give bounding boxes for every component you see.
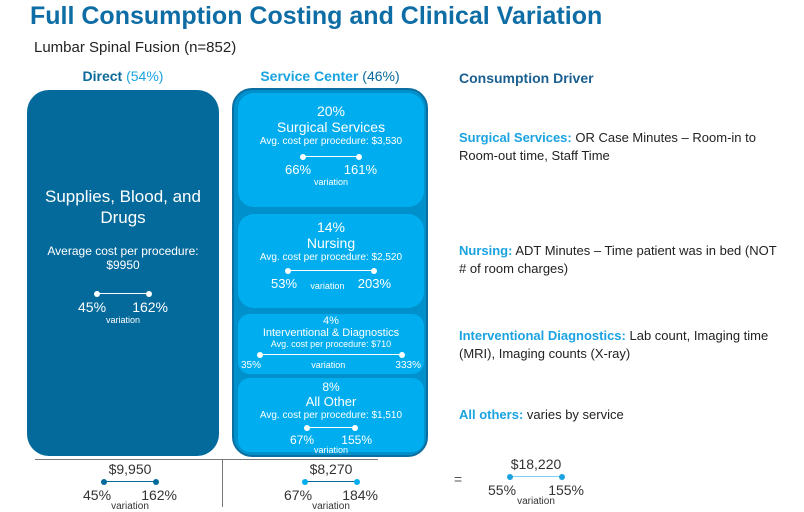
total-variation: variation <box>312 501 350 512</box>
total-low: 55% <box>488 482 517 498</box>
total-high: 162% <box>141 487 177 503</box>
total-low: 45% <box>83 487 112 503</box>
block-nursing: 14% Nursing Avg. cost per procedure: $2,… <box>238 214 424 308</box>
driver-text: Lab count, Imaging time (MRI), Imaging c… <box>459 328 769 361</box>
block-low: 35% <box>241 360 262 371</box>
block-cost: Avg. cost per procedure: $3,530 <box>259 136 403 147</box>
total-amount: $9,950 <box>108 461 152 477</box>
direct-header: Direct (54%) <box>27 68 219 84</box>
service-center-pct: (46%) <box>362 68 400 84</box>
range-line <box>285 266 377 276</box>
block-name: Interventional & Diagnostics <box>262 327 400 339</box>
direct-high: 162% <box>132 299 168 315</box>
range-line <box>101 477 159 487</box>
direct-range-line <box>94 289 152 299</box>
total-low: 67% <box>284 487 313 503</box>
direct-variation-label: variation <box>105 315 141 325</box>
driver-surgical-services: Surgical Services: OR Case Minutes – Roo… <box>459 129 789 165</box>
block-high: 155% <box>341 433 372 447</box>
total-amount: $18,220 <box>510 456 562 472</box>
total-variation: variation <box>111 501 149 512</box>
driver-label: Nursing: <box>459 243 513 258</box>
block-variation: variation <box>313 177 349 187</box>
total-high: 184% <box>342 487 378 503</box>
drivers-heading: Consumption Driver <box>459 70 594 86</box>
service-center-header: Service Center (46%) <box>232 68 428 84</box>
direct-low: 45% <box>78 299 107 315</box>
block-pct: 8% <box>322 380 340 394</box>
direct-box: Supplies, Blood, and Drugs Average cost … <box>27 90 219 456</box>
direct-cost-label: Average cost per procedure: <box>47 244 199 258</box>
total-high: 155% <box>548 482 584 498</box>
block-cost: Avg. cost per procedure: $1,510 <box>259 410 403 421</box>
direct-cost: $9950 <box>106 258 140 272</box>
driver-interventional-diagnostics: Interventional Diagnostics: Lab count, I… <box>459 327 779 363</box>
driver-text: ADT Minutes – Time patient was in bed (N… <box>459 243 777 276</box>
block-low: 66% <box>285 162 312 177</box>
driver-all-others: All others: varies by service <box>459 406 779 424</box>
range-line <box>300 152 362 162</box>
total-variation: variation <box>517 496 555 507</box>
block-high: 203% <box>357 276 391 291</box>
driver-label: Interventional Diagnostics: <box>459 328 626 343</box>
page-subtitle: Lumbar Spinal Fusion (n=852) <box>34 39 237 56</box>
block-pct: 20% <box>316 103 346 119</box>
driver-text: varies by service <box>523 407 624 422</box>
block-variation: variation <box>310 281 345 291</box>
driver-label: Surgical Services: <box>459 130 572 145</box>
range-line <box>304 423 358 433</box>
service-center-label: Service Center <box>260 68 359 84</box>
range-line <box>302 477 360 487</box>
block-low: 53% <box>271 276 298 291</box>
equals-sign: = <box>454 471 463 487</box>
totals-column-divider <box>222 460 223 507</box>
block-name: Surgical Services <box>276 119 386 135</box>
block-variation: variation <box>311 360 346 370</box>
total-overall: $18,220 55% 155% variation <box>481 456 591 507</box>
block-high: 333% <box>395 360 421 371</box>
total-direct: $9,950 45% 162% variation <box>75 461 185 512</box>
total-amount: $8,270 <box>309 461 353 477</box>
driver-text: OR Case Minutes – Room-in to Room-out ti… <box>459 130 756 163</box>
block-pct: 14% <box>316 219 346 235</box>
block-name: All Other <box>305 394 357 409</box>
page-title: Full Consumption Costing and Clinical Va… <box>30 2 603 30</box>
range-line <box>507 472 565 482</box>
driver-nursing: Nursing: ADT Minutes – Time patient was … <box>459 242 779 278</box>
block-name: Nursing <box>306 235 356 251</box>
totals-divider <box>35 459 378 460</box>
block-cost: Avg. cost per procedure: $2,520 <box>259 252 403 263</box>
block-all-other: 8% All Other Avg. cost per procedure: $1… <box>238 378 424 455</box>
block-low: 67% <box>290 433 315 447</box>
block-cost: Avg. cost per procedure: $710 <box>270 339 392 349</box>
block-variation: variation <box>313 445 349 455</box>
driver-label: All others: <box>459 407 524 422</box>
block-pct: 4% <box>323 315 339 327</box>
service-center-box: 20% Surgical Services Avg. cost per proc… <box>232 88 428 457</box>
range-line <box>257 350 405 360</box>
block-surgical-services: 20% Surgical Services Avg. cost per proc… <box>238 93 424 207</box>
total-service-center: $8,270 67% 184% variation <box>276 461 386 512</box>
direct-label: Direct <box>82 68 123 84</box>
direct-category: Supplies, Blood, and Drugs <box>45 187 201 227</box>
block-interventional-diagnostics: 4% Interventional & Diagnostics Avg. cos… <box>238 314 424 374</box>
direct-pct: (54%) <box>126 68 164 84</box>
block-high: 161% <box>343 162 377 177</box>
